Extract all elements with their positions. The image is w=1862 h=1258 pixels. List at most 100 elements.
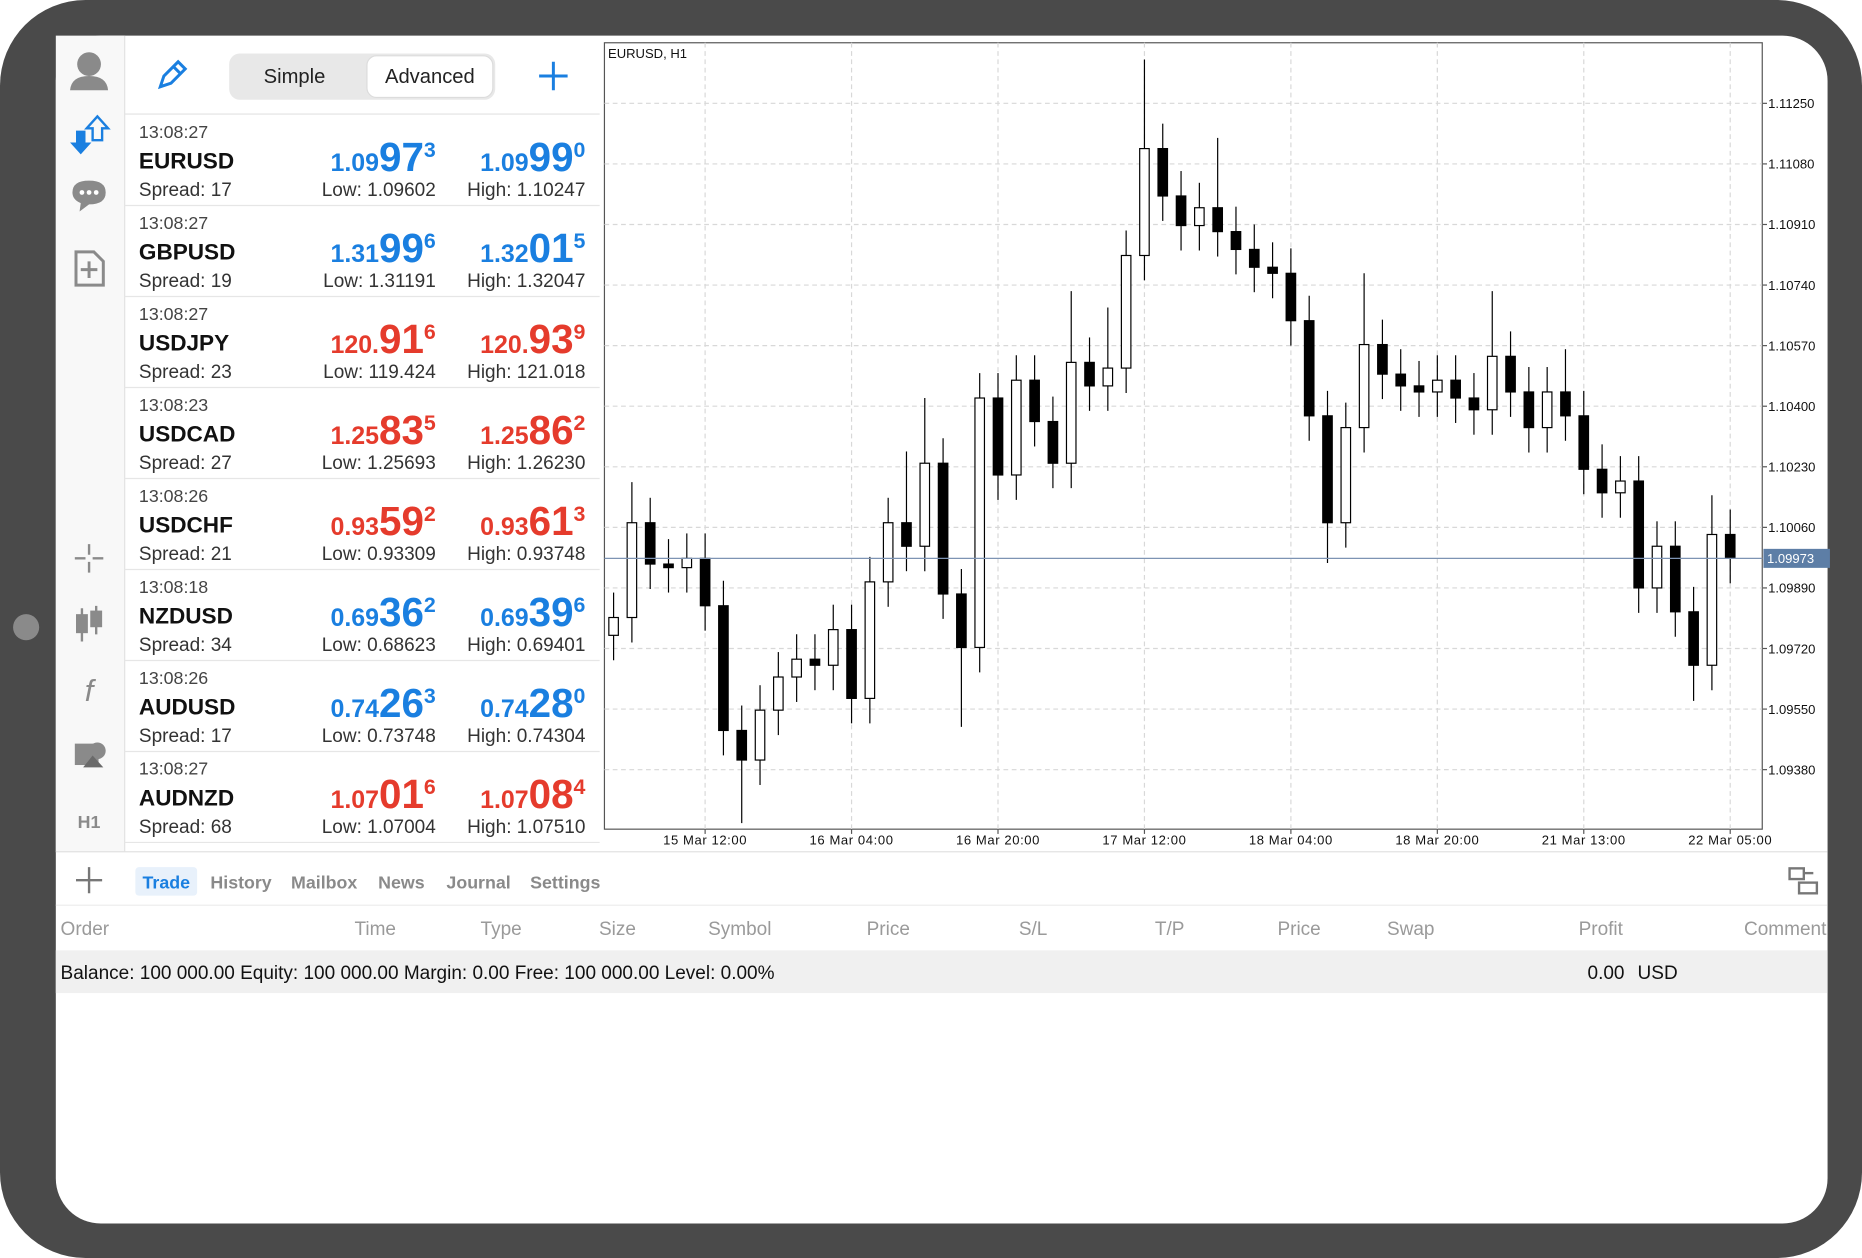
column-header[interactable]: Order: [61, 919, 110, 940]
price-prefix: 0.74: [480, 695, 529, 723]
candle-body: [1560, 391, 1571, 417]
quote-time: 13:08:18: [139, 577, 208, 597]
price-fraction: 6: [424, 775, 436, 799]
ask-price: 0.93613: [480, 498, 585, 544]
price-prefix: 0.93: [330, 513, 379, 541]
quote-high: High: 1.32047: [467, 271, 585, 292]
candle-body: [901, 522, 912, 547]
mode-selected: [366, 55, 494, 99]
column-header[interactable]: Price: [867, 919, 910, 940]
column-header[interactable]: Swap: [1387, 919, 1435, 940]
mode-advanced[interactable]: Advanced: [385, 66, 475, 88]
add-button[interactable]: [76, 867, 103, 894]
trade-arrows-icon[interactable]: [70, 114, 111, 155]
candle-body: [809, 658, 821, 666]
ask-price: 120.939: [480, 316, 585, 362]
candle-body: [736, 729, 748, 761]
quote-low: Low: 0.73748: [322, 726, 436, 747]
quote-low: Low: 0.93309: [322, 544, 436, 565]
candle-body: [1065, 361, 1077, 464]
candle-body: [827, 629, 839, 666]
price-fraction: 9: [574, 320, 586, 344]
quote-high: High: 1.10247: [467, 180, 585, 201]
chart-type-icon[interactable]: [76, 605, 103, 642]
column-header[interactable]: Size: [599, 919, 636, 940]
quote-spread: Spread: 17: [139, 180, 232, 201]
ask-price: 1.25862: [480, 407, 585, 453]
x-tick-label: 18 Mar 04:00: [1249, 833, 1333, 848]
column-header[interactable]: Profit: [1579, 919, 1624, 940]
price-pips: 86: [529, 407, 574, 453]
candle-body: [1120, 254, 1132, 369]
device-camera: [13, 614, 40, 641]
candle-body: [882, 522, 894, 583]
candle-body: [1340, 426, 1352, 524]
column-header[interactable]: Type: [481, 919, 522, 940]
layout-icon[interactable]: [1788, 867, 1819, 895]
y-tick-label: 1.10400: [1768, 399, 1815, 414]
quote-spread: Spread: 17: [139, 726, 232, 747]
account-icon[interactable]: [70, 52, 109, 91]
column-header[interactable]: Comment: [1744, 919, 1827, 940]
candle-body: [1468, 397, 1480, 411]
price-prefix: 1.09: [480, 149, 529, 177]
price-prefix: 1.32: [480, 240, 529, 268]
candle-body: [846, 629, 857, 699]
terminal-tab[interactable]: Journal: [446, 873, 510, 893]
quote-symbol: AUDUSD: [139, 695, 235, 720]
quote-low: Low: 119.424: [323, 362, 436, 383]
terminal-tab[interactable]: News: [378, 873, 425, 893]
mode-simple[interactable]: Simple: [264, 66, 326, 88]
terminal-tab[interactable]: Settings: [530, 873, 600, 893]
price-prefix: 0.69: [480, 604, 529, 632]
column-header[interactable]: S/L: [1019, 919, 1048, 940]
terminal-tab[interactable]: History: [210, 873, 271, 893]
column-header[interactable]: T/P: [1155, 919, 1185, 940]
add-symbol-button[interactable]: [539, 61, 568, 91]
bid-price: 120.916: [330, 316, 435, 362]
candle-body: [1651, 545, 1663, 589]
objects-icon[interactable]: [74, 742, 106, 768]
edit-icon[interactable]: [157, 59, 188, 90]
terminal-tab[interactable]: Mailbox: [291, 873, 357, 893]
quote-symbol: GBPUSD: [139, 240, 235, 265]
column-header[interactable]: Time: [354, 919, 396, 940]
price-fraction: 6: [424, 229, 436, 253]
candle-body: [1523, 391, 1535, 429]
candle-body: [1706, 533, 1718, 666]
candle-body: [1047, 420, 1059, 464]
column-header[interactable]: Symbol: [708, 919, 771, 940]
price-pips: 28: [529, 680, 574, 726]
chart: EURUSD, H1 1.11250 1.11080 1.10910 1.10740 1…: [603, 42, 1830, 848]
terminal-tab[interactable]: Trade: [143, 873, 191, 893]
candle-body: [791, 658, 802, 678]
price-pips: 93: [529, 316, 574, 362]
timeframe-button[interactable]: H1: [78, 812, 101, 832]
price-fraction: 3: [424, 138, 436, 162]
candle-body: [1395, 373, 1407, 387]
candle-body: [1377, 343, 1388, 375]
column-header[interactable]: Price: [1277, 919, 1320, 940]
y-tick-label: 1.10230: [1768, 460, 1815, 475]
price-fraction: 0: [574, 138, 586, 162]
price-fraction: 6: [424, 320, 436, 344]
new-order-icon[interactable]: [74, 250, 105, 287]
candle-body: [644, 522, 656, 565]
quote-time: 13:08:27: [139, 759, 208, 779]
y-tick-label: 1.09720: [1768, 641, 1815, 656]
chat-icon[interactable]: [72, 180, 106, 212]
candle-body: [1450, 379, 1461, 399]
price-fraction: 3: [574, 502, 586, 526]
indicators-icon[interactable]: f: [85, 673, 97, 708]
crosshair-icon[interactable]: [74, 544, 104, 573]
quote-low: Low: 1.07004: [322, 817, 437, 838]
y-tick-label: 1.09550: [1768, 702, 1815, 717]
